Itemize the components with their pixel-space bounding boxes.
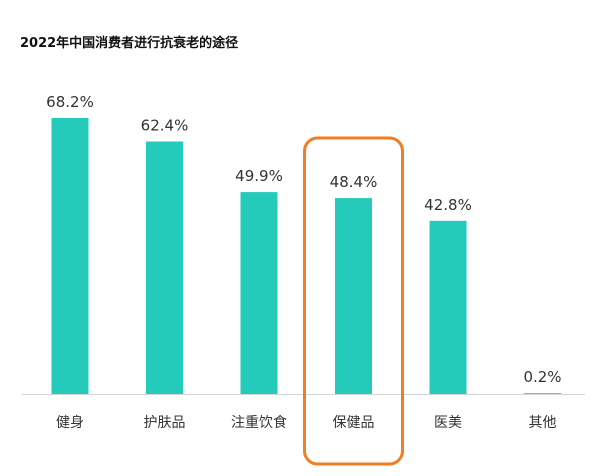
- value-label-1: 68.2%: [46, 93, 94, 111]
- bar-5: [429, 220, 467, 394]
- bar-6: [524, 393, 561, 394]
- value-label-2: 62.4%: [141, 117, 189, 135]
- value-label-4: 48.4%: [330, 173, 378, 191]
- category-label-4: 保健品: [333, 415, 375, 431]
- bar-3: [240, 192, 278, 394]
- bar-4: [335, 198, 372, 394]
- category-label-6: 其他: [529, 415, 557, 431]
- value-label-6: 0.2%: [523, 368, 561, 386]
- category-label-5: 医美: [434, 415, 462, 431]
- category-label-2: 护肤品: [144, 415, 186, 431]
- bar-1: [51, 118, 89, 394]
- value-label-5: 42.8%: [424, 196, 472, 214]
- category-label-1: 健身: [56, 415, 84, 431]
- category-label-3: 注重饮食: [231, 414, 287, 431]
- highlight-box: [303, 136, 404, 466]
- chart-title: 2022年中国消费者进行抗衰老的途径: [20, 36, 239, 51]
- bar-2: [146, 141, 183, 394]
- value-label-3: 49.9%: [235, 167, 283, 185]
